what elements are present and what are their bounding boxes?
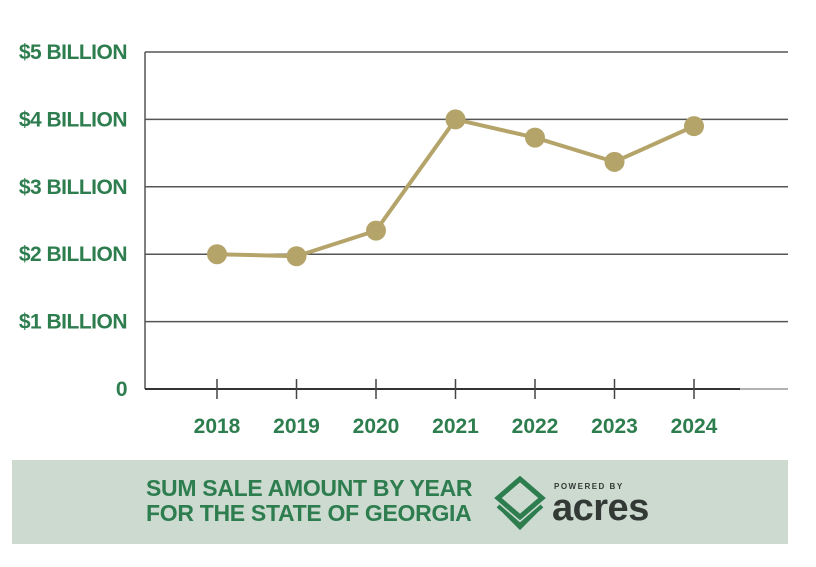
- acres-logo: POWERED BY acres: [494, 474, 664, 534]
- data-point-2019: [286, 246, 307, 267]
- logo-tagline: POWERED BY: [554, 482, 624, 491]
- logo-wordmark: acres: [552, 487, 649, 529]
- data-point-2023: [604, 151, 625, 172]
- x-tick-label-2018: 2018: [194, 415, 241, 438]
- data-point-2018: [207, 244, 227, 265]
- series-polyline: [216, 117, 695, 259]
- data-point-2022: [525, 127, 545, 148]
- x-tick-label-2024: 2024: [671, 415, 718, 438]
- line-chart: 0 $1 BILLION $2 BILLION $3 BILLION $4 BILLIO…: [19, 41, 788, 438]
- chart-caption-banner: SUM SALE AMOUNT BY YEAR FOR THE STATE OF…: [12, 460, 788, 544]
- gridlines: [145, 51, 788, 323]
- y-tick-label-4: $4 BILLION: [19, 108, 127, 131]
- y-tick-label-0: 0: [116, 378, 127, 401]
- series-markers: [207, 109, 704, 267]
- data-point-2020: [366, 220, 386, 241]
- x-axis: [144, 52, 788, 399]
- chart-title-line-1: SUM SALE AMOUNT BY YEAR: [146, 475, 473, 501]
- x-tick-label-2019: 2019: [273, 415, 320, 438]
- series-line: [216, 117, 695, 259]
- y-tick-label-5: $5 BILLION: [19, 41, 127, 64]
- data-point-2024: [684, 116, 704, 137]
- acres-logo-icon: [494, 476, 546, 531]
- y-axis-tick-labels: 0 $1 BILLION $2 BILLION $3 BILLION $4 BILLIO…: [19, 41, 128, 401]
- y-tick-label-2: $2 BILLION: [19, 243, 127, 266]
- chart-title-line-2: FOR THE STATE OF GEORGIA: [146, 500, 472, 526]
- x-tick-label-2022: 2022: [512, 415, 559, 438]
- x-tick-label-2023: 2023: [591, 415, 638, 438]
- y-tick-label-1: $1 BILLION: [19, 311, 127, 334]
- data-point-2021: [445, 109, 466, 130]
- x-tick-label-2021: 2021: [432, 415, 479, 438]
- y-tick-label-3: $3 BILLION: [19, 176, 127, 199]
- chart-title: SUM SALE AMOUNT BY YEAR FOR THE STATE OF…: [146, 476, 476, 526]
- x-tick-label-2020: 2020: [353, 415, 400, 438]
- x-axis-tick-labels: 2018 2019 2020 2021 2022 2023 2024: [194, 415, 718, 438]
